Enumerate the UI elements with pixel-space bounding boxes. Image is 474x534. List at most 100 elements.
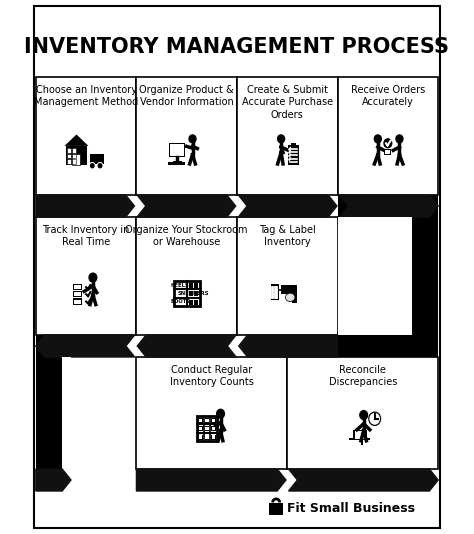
Text: Choose an Inventory
Management Method: Choose an Inventory Management Method (34, 85, 138, 107)
Bar (212, 435, 215, 439)
Bar (189, 283, 193, 288)
Bar (173, 281, 200, 307)
Bar (198, 435, 203, 439)
Bar (205, 419, 209, 422)
Circle shape (278, 135, 284, 143)
Text: Reconcile
Discrepancies: Reconcile Discrepancies (328, 365, 397, 387)
Polygon shape (238, 195, 337, 217)
Bar (72, 154, 76, 158)
Bar (237, 77, 337, 195)
Bar (74, 292, 81, 296)
Bar (198, 426, 203, 431)
Bar (337, 195, 438, 357)
Bar (292, 293, 297, 303)
Bar (189, 300, 193, 305)
Bar (173, 161, 182, 163)
Circle shape (374, 135, 381, 143)
Bar (137, 217, 237, 335)
Bar (211, 435, 216, 439)
Bar (197, 416, 217, 441)
Text: Tag & Label
Inventory: Tag & Label Inventory (259, 225, 316, 247)
Text: Create & Submit
Accurate Purchase
Orders: Create & Submit Accurate Purchase Orders (242, 85, 333, 120)
Bar (66, 146, 87, 164)
Circle shape (90, 163, 95, 169)
Bar (355, 431, 365, 438)
Bar (74, 300, 81, 303)
Bar (383, 148, 391, 155)
Text: BOOTS: BOOTS (170, 300, 190, 304)
Bar (271, 285, 279, 300)
Polygon shape (64, 135, 89, 146)
Text: Conduct Regular
Inventory Counts: Conduct Regular Inventory Counts (170, 365, 254, 387)
Polygon shape (137, 469, 286, 491)
Bar (212, 427, 215, 430)
Bar (67, 148, 71, 153)
Bar (361, 439, 363, 445)
Polygon shape (137, 335, 236, 357)
Circle shape (396, 135, 403, 143)
Circle shape (89, 273, 97, 282)
Circle shape (91, 164, 94, 168)
Bar (72, 154, 80, 164)
Text: HEELS: HEELS (171, 283, 190, 288)
Bar (90, 154, 103, 164)
Bar (287, 357, 438, 469)
Bar (194, 292, 198, 296)
Bar (36, 217, 137, 335)
Bar (211, 418, 216, 423)
Bar (205, 435, 210, 439)
Text: Track Inventory in
Real Time: Track Inventory in Real Time (43, 225, 130, 247)
Circle shape (189, 135, 196, 143)
Bar (237, 217, 337, 335)
Bar (282, 285, 297, 294)
Bar (354, 430, 366, 439)
Polygon shape (36, 469, 71, 491)
Bar (62, 357, 71, 469)
Bar (36, 77, 137, 195)
Circle shape (384, 139, 392, 148)
Bar (205, 427, 209, 430)
Bar (269, 502, 283, 514)
Bar (288, 145, 300, 166)
Bar (211, 426, 216, 431)
Bar (337, 77, 438, 195)
Circle shape (360, 411, 367, 419)
Circle shape (370, 413, 379, 424)
Circle shape (217, 410, 224, 418)
Polygon shape (339, 195, 438, 217)
Text: SNEAKERS: SNEAKERS (177, 291, 209, 296)
Bar (168, 162, 185, 166)
Bar (194, 300, 198, 305)
Bar (73, 299, 82, 304)
Bar (73, 291, 82, 297)
Bar (137, 77, 237, 195)
Bar (67, 159, 71, 163)
Bar (169, 143, 185, 157)
Bar (74, 285, 81, 289)
Circle shape (369, 412, 381, 426)
Circle shape (98, 164, 102, 168)
Bar (189, 292, 193, 296)
Bar (73, 284, 82, 290)
Polygon shape (289, 469, 438, 491)
Ellipse shape (286, 294, 294, 301)
Polygon shape (36, 335, 135, 357)
Bar (349, 438, 370, 440)
Bar (194, 283, 198, 288)
Bar (199, 427, 202, 430)
Text: Fit Small Business: Fit Small Business (287, 502, 415, 515)
Bar (205, 426, 210, 431)
Bar (72, 159, 76, 163)
Bar (170, 144, 184, 155)
Bar (199, 419, 202, 422)
Bar (198, 418, 203, 423)
Bar (385, 150, 390, 154)
Bar (212, 419, 215, 422)
Polygon shape (137, 195, 236, 217)
Circle shape (97, 163, 103, 169)
Bar (199, 435, 202, 439)
Bar (205, 435, 209, 439)
Bar (337, 217, 412, 335)
Bar (67, 154, 71, 158)
Text: Organize Product &
Vendor Information: Organize Product & Vendor Information (139, 85, 234, 107)
